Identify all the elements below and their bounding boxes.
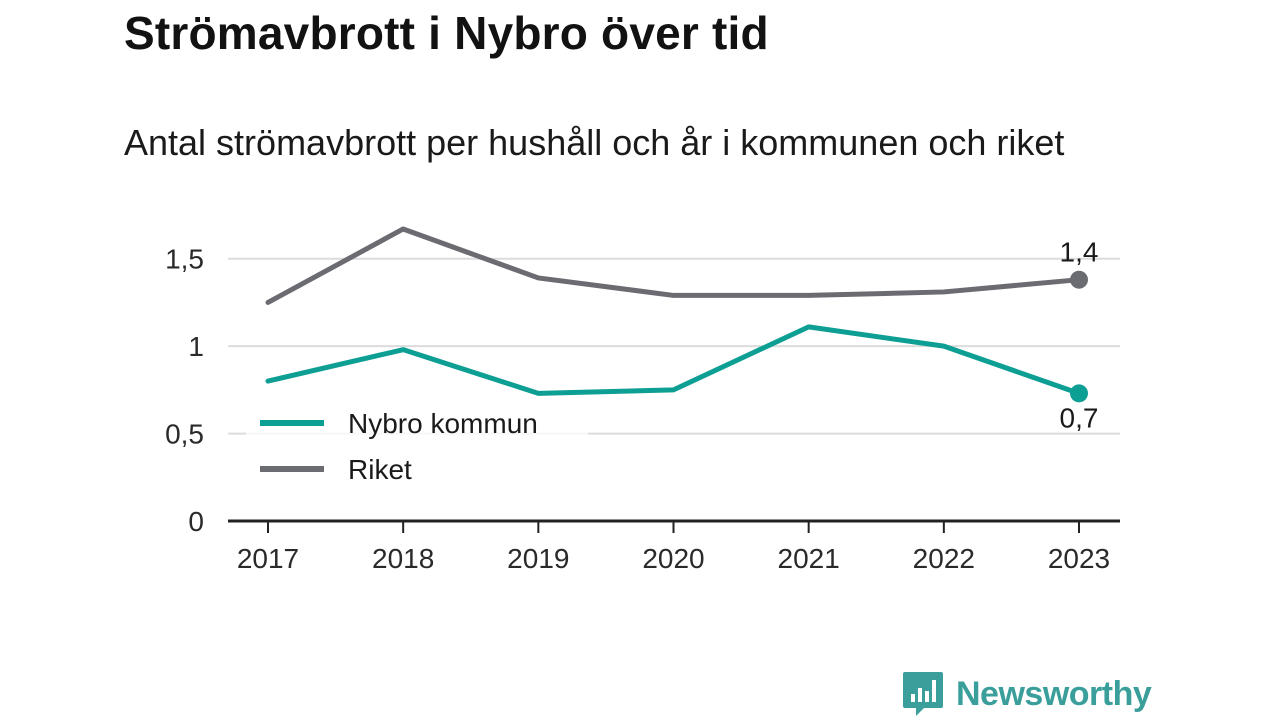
newsworthy-logo-text: Newsworthy [956,674,1152,713]
series-end-point-nybro-kommun [1070,384,1088,403]
y-tick-label: 1 [188,331,204,362]
legend: Nybro kommun Riket [246,398,588,498]
series-line-riket [265,226,1082,305]
x-tick-label: 2021 [778,543,840,574]
chart-title: Strömavbrott i Nybro över tid [124,7,769,59]
series-layer [265,226,1088,403]
legend-backdrop [246,398,588,498]
x-tick-label: 2018 [372,543,434,574]
x-tick-label: 2019 [507,543,569,574]
y-tick-label: 0,5 [165,419,204,450]
newsworthy-logo: Newsworthy [902,670,1152,718]
series-line-nybro-kommun [265,324,1082,396]
y-tick-label: 1,5 [165,244,204,275]
legend-label: Nybro kommun [348,408,538,439]
series-end-point-riket [1070,270,1088,289]
chart-subtitle: Antal strömavbrott per hushåll och år i … [124,122,1065,163]
label-layer: 1,4 0,7 [1060,237,1099,434]
data-label-nybro-kommun: 0,7 [1060,402,1099,433]
x-tick-label: 2017 [237,543,299,574]
data-label-riket: 1,4 [1060,237,1099,268]
y-tick-label: 0 [188,506,204,537]
legend-label: Riket [348,454,412,485]
x-tick-label: 2023 [1048,543,1110,574]
x-tick-label: 2022 [913,543,975,574]
x-tick-label: 2020 [642,543,704,574]
newsworthy-logo-icon [903,672,943,716]
grid-layer: 0 0,5 1 1,5 2017 2018 2019 2020 2021 2022 2023 [165,244,1120,574]
